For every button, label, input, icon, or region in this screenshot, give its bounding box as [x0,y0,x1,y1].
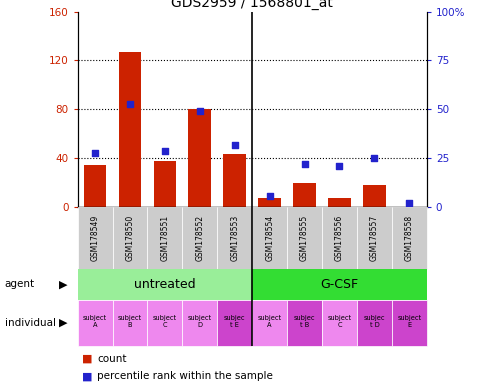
Text: GSM178555: GSM178555 [300,215,308,261]
Bar [258,197,280,207]
Text: untreated: untreated [134,278,196,291]
Point [161,147,168,154]
Text: agent: agent [5,279,35,289]
Bar [391,300,426,346]
Bar [363,185,385,207]
Text: subject
C: subject C [152,315,177,328]
Text: GSM178558: GSM178558 [404,215,413,261]
Point [370,155,378,161]
Text: subject
E: subject E [396,315,421,328]
Text: ■: ■ [82,354,93,364]
Bar [287,207,321,269]
Text: subject
A: subject A [83,315,107,328]
Bar [223,154,245,207]
Bar [182,207,217,269]
Bar [252,300,287,346]
Text: GSM178556: GSM178556 [334,215,343,261]
Text: subject
C: subject C [327,315,351,328]
Bar [77,207,112,269]
Text: subject
A: subject A [257,315,281,328]
Bar [77,269,252,300]
Text: GSM178552: GSM178552 [195,215,204,261]
Bar [321,207,356,269]
Text: ■: ■ [82,371,93,381]
Bar [147,207,182,269]
Bar [153,161,176,207]
Bar [112,300,147,346]
Point [265,192,273,199]
Text: GSM178549: GSM178549 [91,215,99,261]
Text: subject
D: subject D [187,315,212,328]
Point [126,101,134,107]
Point [300,161,308,167]
Bar [188,109,211,207]
Bar [217,300,252,346]
Bar [217,207,252,269]
Text: GSM178557: GSM178557 [369,215,378,261]
Bar [321,300,356,346]
Text: GSM178554: GSM178554 [265,215,273,261]
Bar [293,183,315,207]
Bar [84,164,106,207]
Text: individual: individual [5,318,56,328]
Point [335,163,343,169]
Text: ▶: ▶ [59,318,67,328]
Text: GSM178551: GSM178551 [160,215,169,261]
Bar [182,300,217,346]
Bar [147,300,182,346]
Bar [356,207,391,269]
Bar [356,300,391,346]
Bar [391,207,426,269]
Bar [252,269,426,300]
Point [230,142,238,148]
Text: ▶: ▶ [59,279,67,289]
Point [91,149,99,156]
Text: percentile rank within the sample: percentile rank within the sample [97,371,272,381]
Text: subjec
t D: subjec t D [363,315,384,328]
Point [405,200,412,207]
Bar [328,197,350,207]
Point [196,108,203,114]
Bar [287,300,321,346]
Text: GSM178553: GSM178553 [230,215,239,261]
Text: G-CSF: G-CSF [320,278,358,291]
Bar [119,52,141,207]
Title: GDS2959 / 1568801_at: GDS2959 / 1568801_at [171,0,333,10]
Bar [112,207,147,269]
Text: subject
B: subject B [118,315,142,328]
Text: subjec
t E: subjec t E [224,315,245,328]
Bar [77,300,112,346]
Text: GSM178550: GSM178550 [125,215,134,261]
Bar [252,207,287,269]
Text: subjec
t B: subjec t B [293,315,315,328]
Text: count: count [97,354,126,364]
